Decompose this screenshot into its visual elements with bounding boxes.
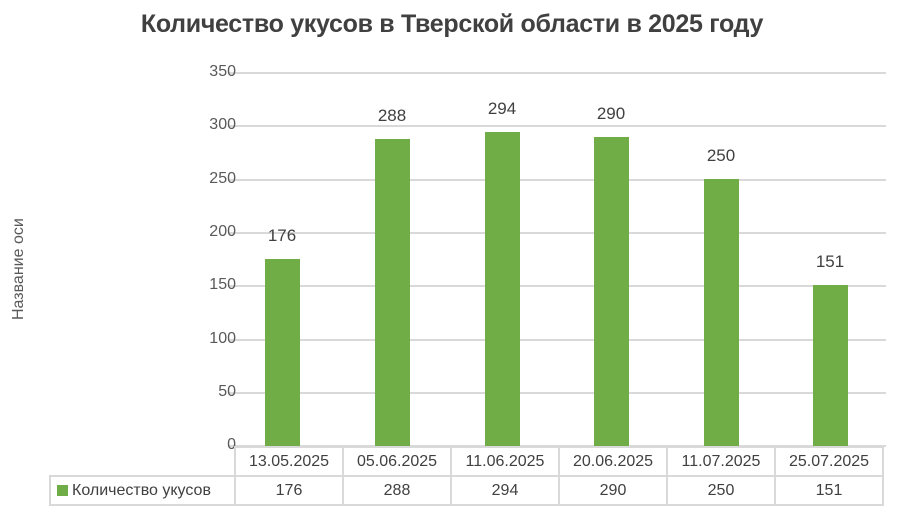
chart-title: Количество укусов в Тверской области в 2… bbox=[140, 10, 764, 38]
bar-25-07[interactable] bbox=[813, 285, 848, 446]
category-cell: 11.06.2025 bbox=[450, 446, 560, 477]
gridline-100 bbox=[228, 339, 886, 341]
y-tick-200: 200 bbox=[209, 223, 236, 240]
data-label: 290 bbox=[596, 104, 626, 123]
category-cell: 20.06.2025 bbox=[558, 446, 668, 477]
bar-05-06[interactable] bbox=[375, 139, 410, 446]
y-tick-250: 250 bbox=[209, 170, 236, 187]
value-cell: 250 bbox=[666, 475, 776, 506]
y-tick-350: 350 bbox=[209, 63, 236, 80]
data-label: 151 bbox=[815, 252, 845, 271]
y-tick-0: 0 bbox=[227, 436, 236, 453]
gridline-0 bbox=[228, 445, 886, 447]
data-label: 294 bbox=[487, 99, 517, 118]
bar-11-07[interactable] bbox=[704, 179, 739, 446]
data-label: 176 bbox=[267, 226, 297, 245]
category-cell: 25.07.2025 bbox=[774, 446, 884, 477]
legend-swatch-icon bbox=[57, 484, 68, 496]
value-cell: 294 bbox=[450, 475, 560, 506]
gridline-50 bbox=[228, 392, 886, 394]
value-cell: 176 bbox=[234, 475, 344, 506]
gridline-300 bbox=[228, 125, 886, 127]
value-cell: 151 bbox=[774, 475, 884, 506]
value-cell: 290 bbox=[558, 475, 668, 506]
gridline-250 bbox=[228, 179, 886, 181]
y-tick-50: 50 bbox=[218, 383, 236, 400]
category-cell: 05.06.2025 bbox=[342, 446, 452, 477]
data-label: 288 bbox=[377, 106, 407, 125]
category-row: 13.05.2025 05.06.2025 11.06.2025 20.06.2… bbox=[50, 446, 884, 477]
bar-13-05[interactable] bbox=[265, 259, 300, 446]
data-table: 13.05.2025 05.06.2025 11.06.2025 20.06.2… bbox=[49, 446, 884, 506]
gridline-200 bbox=[228, 232, 886, 234]
bar-20-06[interactable] bbox=[594, 137, 629, 446]
y-tick-300: 300 bbox=[209, 116, 236, 133]
y-tick-150: 150 bbox=[209, 276, 236, 293]
y-axis-title: Название оси bbox=[10, 218, 27, 320]
y-tick-100: 100 bbox=[209, 330, 236, 347]
bar-11-06[interactable] bbox=[485, 132, 520, 446]
series-row: Количество укусов 176 288 294 290 250 15… bbox=[49, 475, 884, 506]
gridline-350 bbox=[228, 72, 886, 74]
legend-entry[interactable]: Количество укусов bbox=[49, 475, 236, 506]
category-cell: 13.05.2025 bbox=[234, 446, 344, 477]
gridline-150 bbox=[228, 285, 886, 287]
data-label: 250 bbox=[706, 146, 736, 165]
category-cell: 11.07.2025 bbox=[666, 446, 776, 477]
value-cell: 288 bbox=[342, 475, 452, 506]
plot-area: 350 300 250 200 150 100 50 0 176 288 294… bbox=[209, 63, 886, 453]
